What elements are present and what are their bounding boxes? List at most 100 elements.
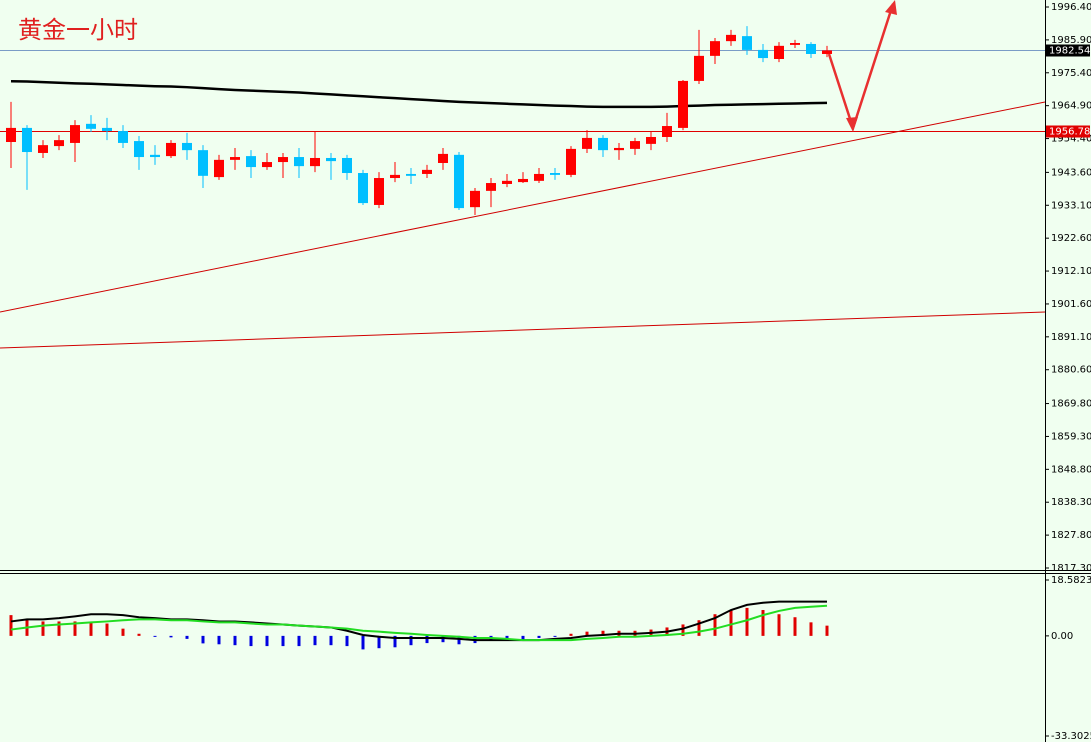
candle-body	[70, 125, 80, 143]
histogram-bar	[521, 635, 525, 641]
arrow-head	[846, 117, 858, 132]
histogram-bar	[681, 624, 685, 636]
candle-body	[102, 127, 112, 132]
candle-body	[166, 142, 176, 157]
y-tick-label: 1891.10	[1051, 332, 1091, 343]
histogram-bar	[601, 630, 605, 636]
y-tick-label: 1964.90	[1051, 101, 1091, 112]
candle-body	[710, 41, 720, 56]
y-tick-label: 1985.90	[1051, 35, 1091, 46]
candle-body	[262, 162, 272, 168]
histogram-bar	[153, 635, 157, 637]
y-tick-label: 18.5823	[1051, 575, 1091, 586]
candle-body	[214, 159, 224, 178]
histogram-bar	[41, 621, 45, 636]
candle-body	[6, 127, 16, 143]
candle-body	[22, 127, 32, 153]
histogram-bar	[761, 610, 765, 636]
histogram-bar	[9, 615, 13, 636]
candle-body	[86, 123, 96, 129]
histogram-bar	[361, 635, 365, 650]
histogram-bar	[73, 621, 77, 636]
candle-body	[582, 137, 592, 149]
candle-body	[534, 173, 544, 181]
y-tick-label: 1827.80	[1051, 530, 1091, 541]
histogram-bar	[201, 635, 205, 644]
histogram-bar	[537, 635, 541, 638]
histogram-bar	[425, 635, 429, 644]
histogram-bar	[281, 635, 285, 647]
histogram-bar	[441, 635, 445, 643]
candle-body	[374, 178, 384, 205]
histogram-bar	[89, 622, 93, 636]
histogram-bar	[553, 635, 557, 637]
candle-body	[310, 157, 320, 167]
candle-body	[486, 183, 496, 191]
candle-body	[822, 50, 832, 54]
y-tick-label: 1954.40	[1051, 134, 1091, 145]
candle-body	[454, 154, 464, 209]
price-label-bg	[1046, 44, 1090, 57]
candle-body	[230, 157, 240, 160]
candle-body	[742, 36, 752, 50]
histogram-bar	[393, 635, 397, 648]
y-tick-label: 1943.60	[1051, 167, 1091, 178]
histogram-bar	[217, 635, 221, 645]
candle-body	[726, 34, 736, 42]
candle-body	[438, 153, 448, 163]
y-tick-label: 1901.60	[1051, 299, 1091, 310]
y-tick-label: 1922.60	[1051, 233, 1091, 244]
candle-body	[694, 55, 704, 81]
histogram-bar	[697, 620, 701, 636]
y-tick-label: 1859.30	[1051, 431, 1091, 442]
y-tick-label: 1838.30	[1051, 497, 1091, 508]
histogram-bar	[345, 635, 349, 647]
histogram-bar	[777, 614, 781, 636]
histogram-bar	[57, 621, 61, 636]
candle-body	[54, 140, 64, 147]
y-tick-label: 1869.80	[1051, 399, 1091, 410]
trendline	[0, 101, 1046, 313]
candle-body	[246, 156, 256, 168]
candle-body	[614, 147, 624, 151]
candle-body	[630, 141, 640, 149]
y-tick-label: 1996.40	[1051, 2, 1091, 13]
histogram-bar	[377, 635, 381, 649]
candle-body	[406, 173, 416, 176]
y-tick-label: 1933.10	[1051, 200, 1091, 211]
y-tick-label: -33.3025	[1051, 731, 1091, 742]
histogram-bar	[185, 635, 189, 639]
candle-body	[598, 137, 608, 151]
candle-body	[278, 157, 288, 163]
histogram-bar	[169, 635, 173, 638]
candle-body	[198, 150, 208, 176]
histogram-bar	[825, 625, 829, 636]
histogram-bar	[105, 623, 109, 636]
candle-body	[422, 169, 432, 174]
y-tick-label: 1817.30	[1051, 563, 1091, 574]
candle-body	[38, 145, 48, 153]
y-tick-label: 1975.40	[1051, 68, 1091, 79]
candle-body	[550, 173, 560, 175]
chart-title: 黄金一小时	[18, 16, 138, 44]
histogram-bar	[457, 635, 461, 645]
price-label: 1956.78	[1049, 127, 1090, 138]
histogram-bar	[809, 622, 813, 636]
y-tick-label: 1880.60	[1051, 365, 1091, 376]
histogram-bar	[297, 635, 301, 647]
histogram-bar	[329, 635, 333, 646]
candle-body	[326, 157, 336, 162]
histogram-bar	[729, 610, 733, 636]
moving-average	[10, 79, 828, 109]
candle-body	[518, 178, 528, 183]
y-tick-label: 0.00	[1051, 631, 1073, 642]
indicator-line	[10, 604, 828, 642]
price-label: 1982.54	[1049, 46, 1090, 57]
histogram-bar	[137, 633, 141, 636]
candle-body	[390, 174, 400, 179]
histogram-bar	[569, 633, 573, 636]
candle-body	[182, 142, 192, 151]
